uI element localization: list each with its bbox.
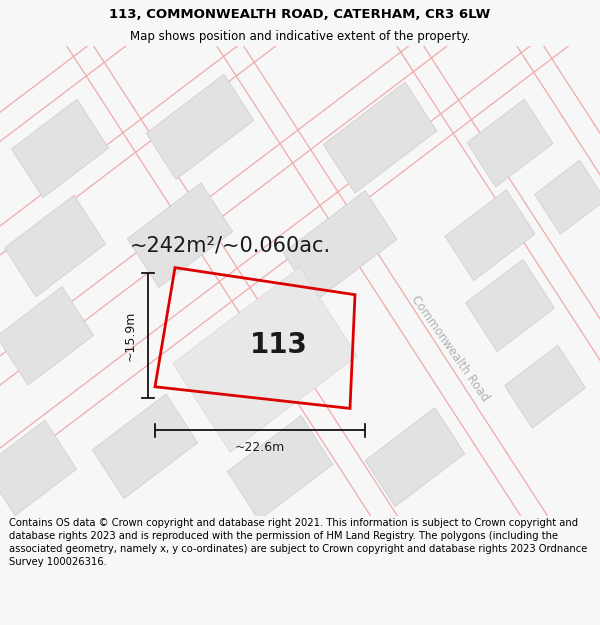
Text: Contains OS data © Crown copyright and database right 2021. This information is : Contains OS data © Crown copyright and d… [9,518,587,568]
Polygon shape [92,394,197,499]
Text: ~22.6m: ~22.6m [235,441,285,454]
Polygon shape [535,160,600,234]
Polygon shape [466,259,554,352]
Text: ~15.9m: ~15.9m [124,310,137,361]
Polygon shape [283,191,397,301]
Text: Commonwealth Road: Commonwealth Road [409,294,491,404]
Polygon shape [505,345,586,428]
Polygon shape [227,416,332,521]
Polygon shape [323,82,437,193]
Polygon shape [173,267,357,452]
Polygon shape [0,287,94,385]
Text: 113: 113 [250,331,308,359]
Text: ~242m²/~0.060ac.: ~242m²/~0.060ac. [130,236,331,256]
Polygon shape [4,195,106,297]
Polygon shape [127,182,233,288]
Polygon shape [146,74,254,179]
Polygon shape [0,420,76,516]
Text: Map shows position and indicative extent of the property.: Map shows position and indicative extent… [130,30,470,43]
Polygon shape [11,99,109,198]
Polygon shape [467,99,553,187]
Text: 113, COMMONWEALTH ROAD, CATERHAM, CR3 6LW: 113, COMMONWEALTH ROAD, CATERHAM, CR3 6L… [109,8,491,21]
Polygon shape [445,189,535,281]
Polygon shape [365,408,465,507]
